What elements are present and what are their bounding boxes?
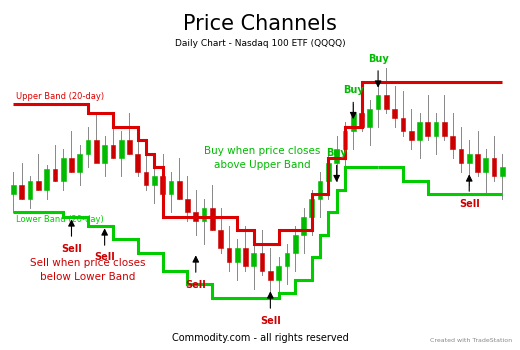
Bar xyxy=(177,181,181,198)
Text: Sell: Sell xyxy=(61,244,82,253)
Text: Buy: Buy xyxy=(326,148,347,158)
Bar xyxy=(467,154,472,162)
Text: Upper Band (20-day): Upper Band (20-day) xyxy=(16,92,104,101)
Bar xyxy=(19,185,24,198)
Bar xyxy=(384,95,388,108)
Bar xyxy=(334,149,339,162)
Bar xyxy=(135,154,140,172)
Bar xyxy=(36,181,41,189)
Bar xyxy=(94,140,99,162)
Bar xyxy=(243,248,248,266)
Bar xyxy=(351,113,356,131)
Text: Buy: Buy xyxy=(368,54,388,63)
Bar xyxy=(309,198,314,217)
Bar xyxy=(86,140,90,154)
Bar xyxy=(284,252,289,266)
Bar xyxy=(227,248,231,261)
Bar xyxy=(235,248,240,261)
Bar xyxy=(28,181,32,198)
Bar xyxy=(260,252,264,271)
Bar xyxy=(44,169,49,189)
Bar xyxy=(53,169,57,181)
Bar xyxy=(127,140,132,154)
Bar xyxy=(111,145,115,158)
Bar xyxy=(102,145,107,162)
Bar xyxy=(434,122,438,135)
Text: Buy: Buy xyxy=(343,85,363,95)
Bar xyxy=(376,95,381,108)
Bar xyxy=(152,176,157,185)
Bar xyxy=(417,122,422,140)
Bar xyxy=(484,158,488,172)
Text: Sell: Sell xyxy=(94,252,115,262)
Bar xyxy=(425,122,430,135)
Bar xyxy=(400,118,405,131)
Bar xyxy=(500,167,505,176)
Bar xyxy=(475,154,480,172)
Bar xyxy=(368,108,372,126)
Bar xyxy=(343,131,347,149)
Bar xyxy=(318,181,322,198)
Bar xyxy=(218,230,223,248)
Bar xyxy=(276,266,281,280)
Bar xyxy=(168,181,173,194)
Bar xyxy=(459,149,463,162)
Text: Created with TradeStation: Created with TradeStation xyxy=(430,338,512,343)
Text: Sell when price closes
below Lower Band: Sell when price closes below Lower Band xyxy=(30,259,146,282)
Bar xyxy=(252,252,256,266)
Bar xyxy=(450,135,455,149)
Text: Sell: Sell xyxy=(186,280,206,289)
Text: Sell: Sell xyxy=(260,315,281,326)
Bar xyxy=(359,113,364,126)
Bar xyxy=(61,158,66,181)
Bar xyxy=(160,176,165,194)
Text: Sell: Sell xyxy=(459,198,479,209)
Bar xyxy=(326,162,331,181)
Bar xyxy=(492,158,497,176)
Bar xyxy=(210,208,215,230)
Text: Commodity.com - all rights reserved: Commodity.com - all rights reserved xyxy=(172,333,348,343)
Bar xyxy=(301,217,306,235)
Bar xyxy=(119,140,124,158)
Bar xyxy=(11,185,16,194)
Text: Lower Band (20-day): Lower Band (20-day) xyxy=(16,215,103,224)
Bar xyxy=(442,122,447,135)
Bar xyxy=(69,158,74,172)
Bar xyxy=(202,208,206,221)
Bar xyxy=(268,271,272,280)
Bar xyxy=(185,198,190,212)
Bar xyxy=(293,234,297,252)
Bar xyxy=(409,131,413,140)
Text: Price Channels: Price Channels xyxy=(183,14,337,34)
Text: Daily Chart - Nasdaq 100 ETF (QQQQ): Daily Chart - Nasdaq 100 ETF (QQQQ) xyxy=(175,38,345,48)
Bar xyxy=(144,172,148,185)
Bar xyxy=(77,154,82,172)
Bar xyxy=(392,108,397,118)
Bar xyxy=(193,212,198,221)
Text: Buy when price closes
above Upper Band: Buy when price closes above Upper Band xyxy=(204,146,320,170)
